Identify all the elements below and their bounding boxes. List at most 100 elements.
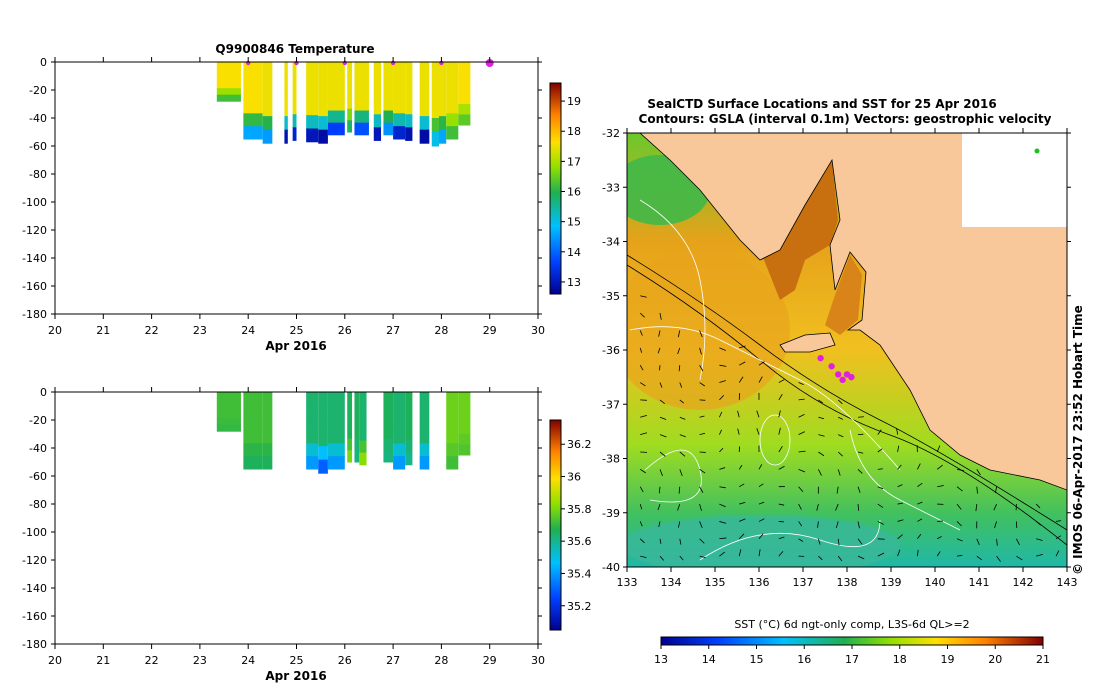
profile-cell bbox=[405, 75, 413, 89]
velocity-vector bbox=[738, 376, 744, 383]
profile-cast bbox=[318, 392, 328, 474]
profile-cell bbox=[438, 129, 447, 144]
velocity-vector bbox=[837, 469, 841, 476]
profile-cast bbox=[405, 392, 413, 466]
velocity-vector bbox=[976, 555, 982, 561]
velocity-vector bbox=[738, 393, 741, 400]
velocity-vector bbox=[640, 432, 648, 436]
profile-cell bbox=[354, 122, 369, 136]
velocity-vector bbox=[699, 486, 704, 493]
velocity-vector bbox=[835, 521, 839, 529]
velocity-vector bbox=[719, 429, 722, 435]
velocity-vector bbox=[739, 483, 745, 488]
velocity-vector bbox=[798, 503, 802, 510]
gsla-contour bbox=[699, 519, 881, 561]
profile-cell bbox=[216, 88, 241, 96]
velocity-vector bbox=[936, 551, 941, 557]
temperature-x-ticks: 20 21 22 23 24 25 26 27 28 29 30 bbox=[48, 57, 545, 337]
profile-cast bbox=[373, 62, 382, 141]
map-y-tick-label: -36 bbox=[602, 344, 620, 357]
temperature-colorbar-ticks: 13 14 15 16 17 18 19 bbox=[561, 95, 581, 289]
velocity-vector bbox=[877, 486, 884, 490]
profile-cast bbox=[393, 62, 406, 140]
profile-cell bbox=[383, 86, 394, 99]
profile-cell bbox=[393, 417, 406, 431]
velocity-vector bbox=[818, 416, 825, 420]
map-x-tick-label: 141 bbox=[969, 576, 990, 589]
profile-cell bbox=[216, 81, 241, 89]
profile-cell bbox=[446, 113, 459, 127]
profile-cell bbox=[262, 443, 273, 457]
map-x-tick-label: 143 bbox=[1057, 576, 1078, 589]
profile-cast bbox=[306, 62, 319, 143]
profile-cell bbox=[359, 452, 367, 466]
velocity-vector bbox=[639, 503, 643, 510]
velocity-vector bbox=[837, 538, 840, 546]
profile-cell bbox=[347, 97, 353, 110]
profile-cell bbox=[458, 104, 471, 115]
profile-cell bbox=[446, 430, 459, 444]
profile-cell bbox=[262, 456, 273, 470]
velocity-vector bbox=[778, 445, 783, 453]
velocity-vector bbox=[835, 503, 839, 511]
y-tick-label: 0 bbox=[40, 56, 47, 69]
velocity-vector bbox=[719, 347, 726, 351]
velocity-vector bbox=[639, 312, 645, 318]
profile-cell bbox=[318, 102, 328, 117]
profile-cell bbox=[284, 89, 288, 104]
velocity-vector bbox=[659, 451, 666, 457]
profile-cell bbox=[419, 116, 430, 131]
profile-cell bbox=[327, 86, 345, 99]
profile-cell bbox=[446, 87, 459, 101]
y-tick-label: -120 bbox=[22, 554, 47, 567]
salinity-x-ticks: 20 21 22 23 24 25 26 27 28 29 30 bbox=[48, 387, 545, 667]
profile-cell bbox=[243, 443, 263, 457]
profile-cell bbox=[306, 392, 319, 406]
profile-cell bbox=[393, 443, 406, 457]
profile-cell bbox=[216, 68, 241, 76]
sst-colorbar-tick-label: 21 bbox=[1036, 653, 1050, 666]
velocity-vector bbox=[857, 521, 860, 529]
velocity-vector bbox=[1055, 520, 1062, 522]
colorbar-tick-label: 35.8 bbox=[567, 503, 592, 516]
velocity-vector bbox=[818, 469, 822, 476]
velocity-vector bbox=[837, 555, 843, 562]
profile-cell bbox=[243, 113, 263, 127]
profile-cell bbox=[458, 62, 471, 73]
profile-cell bbox=[419, 417, 430, 431]
velocity-vector bbox=[657, 347, 661, 354]
velocity-vector bbox=[758, 361, 765, 366]
seal-locations bbox=[817, 354, 855, 384]
land-mass bbox=[639, 133, 1067, 491]
velocity-vector bbox=[679, 538, 682, 545]
profile-cell bbox=[243, 404, 263, 419]
profile-cell bbox=[243, 392, 263, 406]
profile-cell bbox=[405, 392, 413, 405]
profile-cell bbox=[243, 87, 263, 101]
velocity-vector bbox=[639, 521, 643, 527]
velocity-vector bbox=[857, 486, 861, 493]
velocity-vector bbox=[758, 376, 763, 383]
velocity-vector bbox=[678, 486, 681, 494]
gsla-contour bbox=[759, 414, 791, 466]
profile-cell bbox=[347, 108, 353, 121]
temperature-panel: Q9900846 Temperature 0 -20 -40 -60 -80 -100 -1… bbox=[22, 42, 581, 353]
velocity-vector bbox=[1055, 550, 1060, 557]
seal-location-point bbox=[828, 363, 835, 370]
profile-cell bbox=[458, 72, 471, 84]
profile-cell bbox=[292, 127, 297, 141]
profile-cell bbox=[216, 392, 241, 400]
colorbar-tick-label: 36 bbox=[567, 471, 581, 484]
temperature-xlabel: Apr 2016 bbox=[265, 339, 326, 353]
profile-cell bbox=[383, 392, 394, 405]
profile-cell bbox=[419, 456, 430, 470]
profile-cell bbox=[458, 434, 471, 445]
y-tick-label: -20 bbox=[29, 84, 47, 97]
velocity-vector bbox=[778, 379, 785, 383]
profile-cell bbox=[318, 419, 328, 434]
profile-cell bbox=[458, 444, 471, 456]
profile-cell bbox=[262, 430, 273, 444]
velocity-vector bbox=[756, 410, 760, 418]
velocity-vector bbox=[699, 415, 705, 418]
velocity-vector bbox=[897, 445, 900, 453]
